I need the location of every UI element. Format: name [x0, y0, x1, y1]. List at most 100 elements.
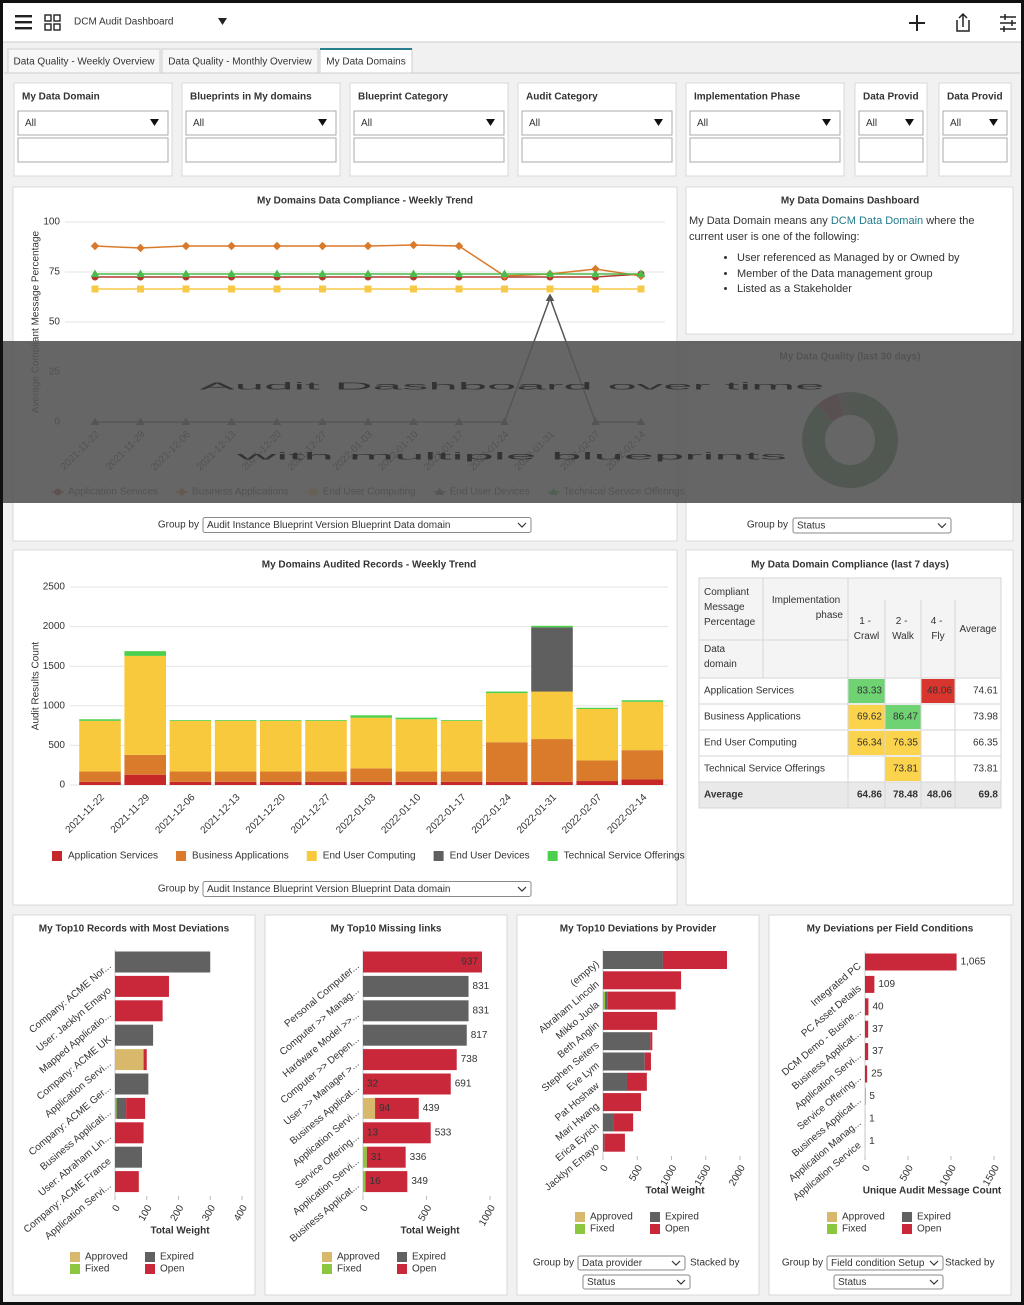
table-cell: 73.81: [973, 764, 998, 775]
line-marker: [545, 293, 555, 301]
filter-label: Implementation Phase: [694, 92, 801, 103]
table-row: [698, 781, 1002, 809]
legend-label: Open: [160, 1264, 184, 1275]
bar-segment: [363, 1049, 457, 1071]
text-line: domain: [704, 659, 737, 670]
title-dropdown-arrow[interactable]: [218, 18, 227, 25]
bar-segment: [305, 771, 347, 782]
line-marker: [319, 285, 326, 293]
bar-segment: [395, 781, 438, 785]
bar-segment: [350, 768, 392, 782]
dropdown[interactable]: [582, 1274, 691, 1290]
bar-segment: [576, 708, 618, 761]
filter-select[interactable]: [17, 110, 169, 136]
filter-search[interactable]: [353, 137, 505, 163]
share-icon[interactable]: [956, 12, 970, 32]
line-marker: [364, 285, 372, 293]
dropdown[interactable]: [826, 1255, 944, 1271]
bar-segment: [169, 720, 212, 772]
filter-select[interactable]: [353, 110, 505, 136]
table-header: 2 - Walk: [892, 616, 915, 642]
bar-segment: [214, 720, 257, 721]
bar-segment: [603, 951, 663, 969]
legend-label: End User Devices: [450, 851, 530, 862]
x-tick-label: 0: [861, 1163, 874, 1174]
panel-title: My Data Domain Compliance (last 7 days): [751, 560, 949, 571]
x-axis-label: Total Weight: [400, 1226, 460, 1237]
tab-label: Data Quality - Monthly Overview: [168, 57, 312, 68]
legend-swatch: [70, 1264, 80, 1274]
bar-segment: [363, 1097, 376, 1119]
legend-label: Business Applications: [192, 851, 289, 862]
dropdown-arrow: [929, 1279, 939, 1285]
legend-swatch: [70, 1252, 80, 1262]
bar-segment: [363, 1073, 451, 1095]
filter-select[interactable]: [858, 110, 924, 136]
legend-swatch: [827, 1212, 837, 1222]
chart-title: My Domains Data Compliance - Weekly Tren…: [257, 196, 473, 207]
filter-select[interactable]: [185, 110, 337, 136]
dropdown-arrow: [929, 1260, 939, 1266]
bar-segment: [440, 771, 483, 782]
dropdown-value: Status: [838, 1277, 866, 1288]
filter-value: All: [950, 118, 961, 129]
menu-icon-bar: [15, 21, 32, 24]
dropdown[interactable]: [792, 517, 952, 534]
filter-select[interactable]: [942, 110, 1008, 136]
info-link[interactable]: DCM Data Domain: [830, 215, 924, 227]
dropdown[interactable]: [202, 517, 532, 533]
dropdown-value: Data provider: [582, 1258, 643, 1269]
data-label: 738: [461, 1054, 478, 1065]
tab-active-indicator: [320, 48, 412, 50]
filter-search[interactable]: [17, 137, 169, 163]
filter-search[interactable]: [858, 137, 924, 163]
legend-label: Expired: [160, 1252, 194, 1263]
line-marker: [592, 285, 599, 293]
line-marker: [591, 269, 600, 277]
bar-segment: [865, 953, 957, 971]
filter-select[interactable]: [689, 110, 841, 136]
bar-segment: [350, 717, 392, 769]
domains-info-text: My Data Domain means any DCM Data Domain…: [689, 213, 1011, 298]
banner-text: with multiple blueprints: [232, 452, 787, 463]
filter-label: Data Provid: [947, 92, 1003, 103]
text-line: 1 -: [859, 616, 873, 627]
bar-segment: [621, 750, 664, 780]
tab[interactable]: [161, 48, 319, 74]
filter-search[interactable]: [521, 137, 673, 163]
group-by-label: Group by: [782, 1258, 823, 1269]
grid-icon[interactable]: [44, 14, 61, 31]
bar-segment: [662, 951, 727, 969]
line-marker: [272, 269, 282, 277]
tab[interactable]: [319, 48, 413, 74]
dropdown[interactable]: [202, 881, 532, 897]
x-axis-label: Total Weight: [645, 1186, 705, 1197]
table-header: Compliant Message Percentage: [704, 587, 756, 628]
bar-segment: [115, 1122, 144, 1144]
bar-segment: [440, 781, 483, 785]
text-line: Data: [704, 644, 728, 655]
menu-icon[interactable]: [15, 15, 32, 30]
info-text: where the current user is one of the fol…: [689, 215, 975, 243]
tab[interactable]: [7, 48, 161, 74]
add-icon[interactable]: [909, 15, 925, 31]
filter-search[interactable]: [185, 137, 337, 163]
filter-select[interactable]: [521, 110, 673, 136]
dropdown[interactable]: [577, 1255, 686, 1271]
legend-swatch: [145, 1252, 155, 1262]
dropdown[interactable]: [833, 1274, 944, 1290]
legend-label: Expired: [917, 1212, 951, 1223]
bar-segment: [169, 771, 212, 782]
data-label: 40: [872, 1001, 884, 1012]
line-marker: [181, 269, 191, 277]
filter-value: All: [697, 118, 708, 129]
settings-icon[interactable]: [1000, 14, 1016, 32]
legend-label: Approved: [85, 1252, 128, 1263]
filter-search[interactable]: [942, 137, 1008, 163]
filter-search[interactable]: [689, 137, 841, 163]
bar-segment: [531, 691, 573, 740]
filter-label: Data Provid: [863, 92, 919, 103]
filter-value: All: [529, 118, 540, 129]
line-marker: [273, 285, 281, 293]
bar-segment: [531, 625, 573, 628]
